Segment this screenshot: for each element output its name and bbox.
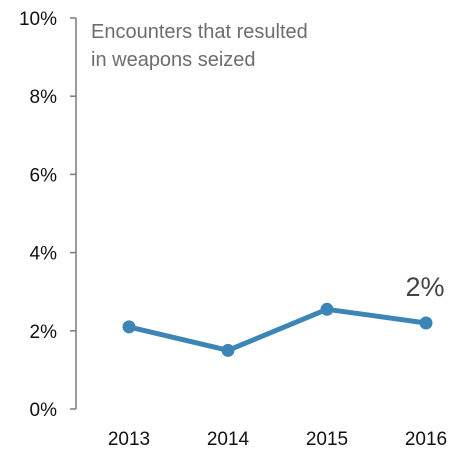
- x-tick-label: 2015: [306, 429, 348, 450]
- data-point: [320, 302, 334, 316]
- y-ticks: 0% 2% 4% 6% 8% 10%: [19, 9, 76, 421]
- end-value-label: 2%: [405, 272, 444, 302]
- y-tick-label: 0%: [30, 400, 58, 421]
- y-tick-label: 2%: [30, 322, 58, 343]
- x-tick-label: 2014: [207, 429, 250, 450]
- x-tick-label: 2013: [108, 429, 150, 450]
- data-point: [122, 320, 136, 334]
- data-point: [419, 316, 433, 330]
- chart-title: Encounters that resulted in weapons seiz…: [91, 21, 308, 71]
- data-point: [221, 343, 235, 357]
- y-tick-label: 8%: [30, 87, 58, 108]
- series-layer: [122, 302, 433, 357]
- y-tick-label: 10%: [19, 9, 57, 30]
- chart-title-line-1: Encounters that resulted: [91, 21, 308, 43]
- y-tick-label: 6%: [30, 165, 58, 186]
- series-line: [126, 306, 429, 353]
- chart-title-line-2: in weapons seized: [91, 49, 256, 71]
- x-ticks: 2013 2014 2015 2016: [108, 429, 447, 450]
- y-tick-label: 4%: [30, 244, 58, 265]
- x-tick-label: 2016: [405, 429, 447, 450]
- y-axis: 0% 2% 4% 6% 8% 10%: [19, 9, 77, 421]
